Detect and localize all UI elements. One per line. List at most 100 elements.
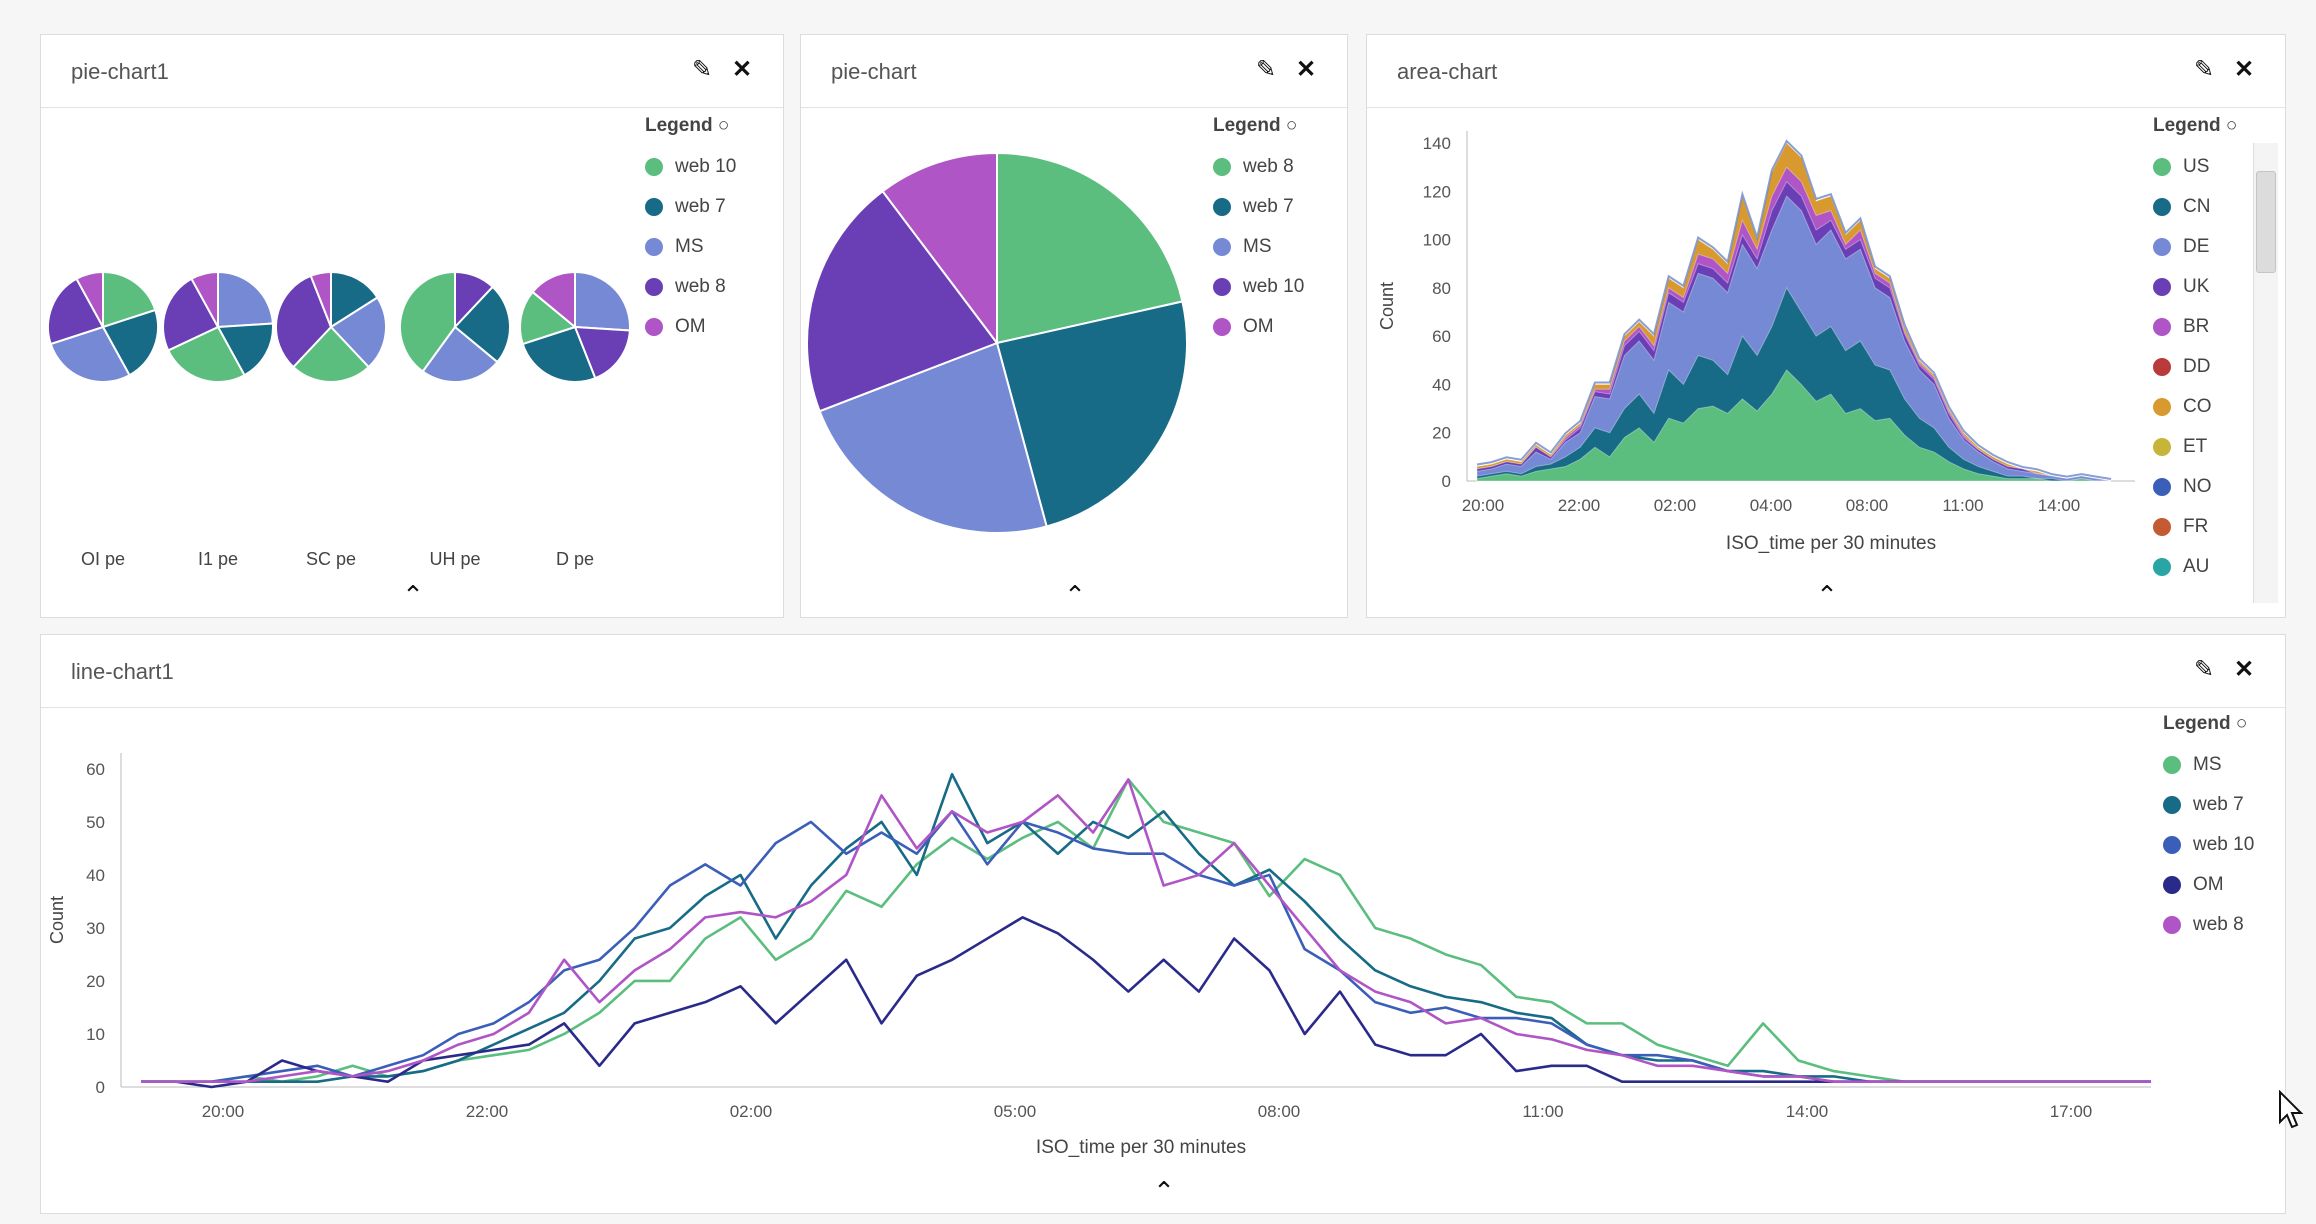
legend-swatch — [1213, 158, 1231, 176]
legend-item[interactable]: DE — [2153, 227, 2237, 267]
x-tick-label: 14:00 — [1786, 1102, 1829, 1121]
line-chart1-plot: 0 10 20 30 40 50 60 20:00 22:00 02:00 05:00 08:00 11… — [47, 753, 2151, 1158]
legend-item[interactable]: DD — [2153, 347, 2237, 387]
small-pie-slice[interactable] — [291, 325, 371, 383]
legend-label: web 10 — [1243, 276, 1305, 297]
y-tick-label: 60 — [1432, 327, 1451, 346]
chevron-up-icon[interactable]: ⌃ — [1064, 580, 1086, 610]
legend-label: web 8 — [675, 276, 726, 297]
small-pie-slice[interactable] — [49, 325, 131, 383]
small-pie-slice[interactable] — [275, 274, 333, 369]
x-tick-label: 11:00 — [1522, 1102, 1563, 1121]
small-pie-slice[interactable] — [574, 270, 631, 332]
small-pie-slice[interactable] — [521, 325, 597, 383]
panel-header: line-chart1 ✎ ✕ — [41, 635, 2285, 708]
small-pie-slice[interactable] — [216, 322, 274, 377]
legend-scrollbar[interactable] — [2253, 143, 2278, 603]
y-tick-label: 50 — [86, 813, 105, 832]
legend-item[interactable]: OM — [645, 307, 736, 347]
chevron-up-icon[interactable]: ⌃ — [1153, 1176, 1175, 1206]
small-pie-slice[interactable] — [453, 285, 511, 364]
legend-item[interactable]: MS — [645, 227, 736, 267]
small-pie-slice[interactable] — [190, 270, 219, 328]
legend: Legend ○ US CN DE UK BR DD CO ET NO FR AU — [2153, 115, 2237, 605]
legend-item[interactable]: UK — [2153, 267, 2237, 307]
line-series-web-7[interactable] — [141, 772, 2151, 1083]
pie-slice[interactable] — [995, 300, 1188, 528]
legend-label: web 8 — [2193, 914, 2244, 935]
line-series-web-10[interactable] — [141, 810, 2151, 1083]
legend-item[interactable]: CO — [2153, 387, 2237, 427]
legend: Legend ○ MS web 7 web 10 OM web 8 — [2163, 713, 2254, 945]
legend-item[interactable]: OM — [2163, 865, 2254, 905]
legend-label: MS — [1243, 236, 1272, 257]
legend-item[interactable]: web 10 — [645, 147, 736, 187]
legend-item[interactable]: MS — [1213, 227, 1304, 267]
y-tick-label: 100 — [1423, 231, 1451, 250]
legend-item[interactable]: MS — [2163, 745, 2254, 785]
chevron-up-icon[interactable]: ⌃ — [402, 580, 424, 610]
edit-icon[interactable]: ✎ — [691, 56, 713, 83]
small-pie-slice[interactable] — [47, 277, 105, 346]
legend-item[interactable]: web 10 — [2163, 825, 2254, 865]
close-icon[interactable]: ✕ — [1295, 56, 1317, 83]
close-icon[interactable]: ✕ — [2233, 656, 2255, 683]
area-series-green[interactable] — [1476, 369, 2111, 482]
y-tick-label: 40 — [1432, 375, 1451, 394]
line-series-OM[interactable] — [141, 916, 2151, 1089]
panel-header: area-chart ✎ ✕ — [1367, 35, 2285, 108]
legend-item[interactable]: BR — [2153, 307, 2237, 347]
small-pie-slice[interactable] — [399, 270, 456, 373]
small-pie-slice[interactable] — [166, 325, 246, 383]
panel-pie-chart: pie-chart ✎ ✕ Legend ○ web 8 web 7 MS web 10… — [800, 34, 1348, 618]
legend-item[interactable]: web 8 — [2163, 905, 2254, 945]
edit-icon[interactable]: ✎ — [2193, 56, 2215, 83]
panel-header: pie-chart1 ✎ ✕ — [41, 35, 783, 108]
legend-item[interactable]: NO — [2153, 467, 2237, 507]
small-pie-slice[interactable] — [75, 270, 104, 328]
small-pie-slice[interactable] — [162, 277, 220, 352]
legend-item[interactable]: OM — [1213, 307, 1304, 347]
pie-slice[interactable] — [818, 341, 1048, 534]
pie-slice[interactable] — [996, 151, 1184, 345]
legend-item[interactable]: web 8 — [1213, 147, 1304, 187]
small-pie-slice[interactable] — [531, 270, 576, 330]
legend-item[interactable]: CN — [2153, 187, 2237, 227]
small-pie-slice[interactable] — [101, 308, 159, 377]
small-pie-slice[interactable] — [217, 270, 274, 329]
close-icon[interactable]: ✕ — [731, 56, 753, 83]
edit-icon[interactable]: ✎ — [1255, 56, 1277, 83]
pie-slice[interactable] — [881, 151, 998, 346]
small-pie-slice[interactable] — [309, 270, 332, 328]
legend-label: FR — [2183, 516, 2209, 537]
legend-item[interactable]: web 10 — [1213, 267, 1304, 307]
x-tick-label: 20:00 — [1462, 496, 1505, 515]
legend-swatch — [2153, 158, 2171, 176]
legend-item[interactable]: FR — [2153, 507, 2237, 547]
small-pie-slice[interactable] — [519, 290, 578, 346]
legend-item[interactable]: web 7 — [1213, 187, 1304, 227]
legend-item[interactable]: AU — [2153, 547, 2237, 587]
small-pie-slice[interactable] — [573, 325, 631, 380]
legend-item[interactable]: web 7 — [645, 187, 736, 227]
pie-chart1-plot: OI pe I1 pe SC pe UH pe D pe — [47, 270, 631, 569]
small-pie-slice[interactable] — [421, 325, 499, 383]
x-tick-label: 02:00 — [730, 1102, 773, 1121]
line-series-MS[interactable] — [141, 778, 2151, 1083]
legend-title: Legend ○ — [645, 115, 730, 136]
pie-slice[interactable] — [806, 189, 999, 413]
close-icon[interactable]: ✕ — [2233, 56, 2255, 83]
edit-icon[interactable]: ✎ — [2193, 656, 2215, 683]
legend-item[interactable]: ET — [2153, 427, 2237, 467]
pie-caption: D pe — [556, 549, 594, 569]
legend-swatch — [2153, 478, 2171, 496]
legend-item[interactable]: web 8 — [645, 267, 736, 307]
legend-swatch — [2153, 238, 2171, 256]
legend-item[interactable]: US — [2153, 147, 2237, 187]
legend-item[interactable]: web 7 — [2163, 785, 2254, 825]
small-pie-slice[interactable] — [329, 296, 387, 369]
chevron-up-icon[interactable]: ⌃ — [1816, 580, 1838, 610]
small-pie-slice[interactable] — [330, 270, 379, 329]
scrollbar-thumb[interactable] — [2256, 171, 2276, 273]
line-series-web-8[interactable] — [141, 778, 2151, 1083]
